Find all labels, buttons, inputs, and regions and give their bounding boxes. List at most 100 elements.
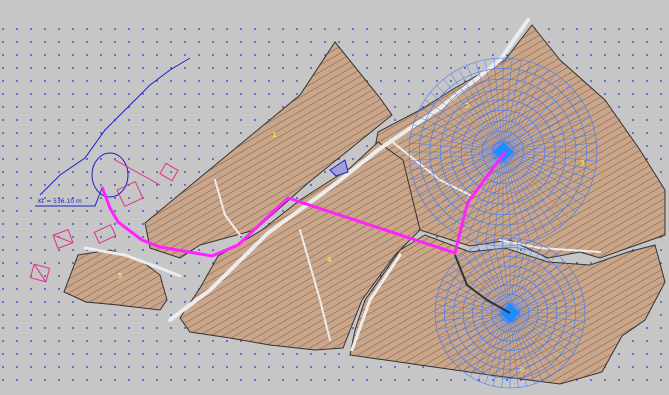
coverage-spoke [502,107,587,153]
coverage-spoke [410,151,504,171]
coverage-spoke [509,287,581,314]
coverage-spoke [412,151,504,180]
parcel-number: 1 [272,131,276,139]
coverage-spoke [502,151,513,246]
coverage-spoke [458,68,504,153]
sprinkler-coverage[interactable] [408,57,598,247]
building-icon [52,234,74,244]
coverage-spoke [502,151,570,219]
coverage-spoke [469,249,511,314]
road[interactable] [168,18,530,322]
coverage-spoke [509,312,543,381]
coverage-spoke [436,85,504,153]
coverage-spoke [484,59,504,153]
coverage-spoke [430,92,504,153]
sprinkler-icon[interactable] [493,142,513,162]
road[interactable] [214,179,241,236]
coverage-spoke [502,58,513,153]
coverage-spoke [424,151,504,205]
coverage-spoke [416,115,504,153]
field-parcel[interactable] [179,141,421,351]
coverage-spoke [509,312,569,360]
coverage-spoke [435,304,511,314]
coverage-spoke [509,280,578,314]
road[interactable] [350,253,402,352]
coverage-spoke [502,92,576,153]
reservoir-outline[interactable] [91,152,129,198]
coverage-spoke [502,151,563,225]
coverage-spoke [416,151,504,189]
well-icon[interactable] [329,159,349,177]
coverage-spoke [502,151,596,171]
coverage-spoke [502,99,582,153]
coverage-spoke [502,142,597,153]
building-icon[interactable] [116,180,144,208]
coverage-spoke [502,151,556,231]
coverage-spoke [412,124,504,153]
coverage-spoke [466,151,504,239]
coverage-spoke [484,151,504,245]
coverage-spoke [509,312,564,367]
coverage-spoke [442,312,511,346]
coverage-spoke [502,151,548,236]
coverage-spoke [443,79,504,153]
coverage-spoke [502,59,522,153]
building-icon[interactable] [29,263,51,283]
road[interactable] [499,239,601,253]
building-icon [33,263,47,283]
coverage-spoke [502,115,590,153]
main-pipeline[interactable] [100,151,507,258]
coverage-spoke [509,304,585,314]
road[interactable] [389,139,471,196]
coverage-spoke [436,151,504,219]
coverage-spoke [502,151,531,243]
building-icon[interactable] [52,229,74,249]
parcel-number: 2 [465,102,469,110]
coverage-spoke [509,254,557,314]
coverage-spoke [419,107,504,153]
coverage-spoke [509,312,557,372]
building-icon[interactable] [93,224,117,244]
coverage-spoke [463,254,511,314]
parcel-number: 4 [327,256,332,264]
road[interactable] [83,246,182,278]
coverage-spoke [502,151,597,162]
sprinkler-coverage[interactable] [434,237,586,389]
coverage-spoke [484,242,511,314]
coverage-spoke [475,61,504,153]
parcel-number: 5 [118,272,122,280]
coverage-spoke [463,312,511,372]
coverage-spoke [436,296,511,314]
coverage-spoke [456,259,511,314]
road[interactable] [299,229,331,341]
coverage-spoke [509,312,585,322]
coverage-spoke [502,68,548,153]
coverage-spoke [502,133,596,153]
coverage-spoke [509,245,543,314]
coverage-spoke [502,73,556,153]
coverage-spoke [509,312,574,354]
parcel-number: 6 [520,366,525,374]
coverage-spoke [509,312,519,388]
field-parcel[interactable] [144,41,393,259]
coverage-spoke [502,151,582,205]
coverage-spoke [409,151,504,162]
coverage-spoke [509,312,536,384]
tank-icon[interactable] [159,162,179,182]
coverage-spoke [493,312,511,387]
coverage-spoke [502,65,540,153]
building-icon [114,159,161,186]
coverage-spoke [502,124,594,153]
coverage-spoke [502,85,570,153]
coverage-spoke [419,151,504,197]
coverage-spoke [502,151,576,212]
coverage-spoke [484,312,511,384]
coverage-spoke [509,259,564,314]
coverage-spoke [451,312,511,360]
coverage-spoke [501,312,511,388]
secondary-pipeline[interactable] [454,254,511,314]
coverage-spoke [502,79,563,153]
stream-line [39,57,191,196]
